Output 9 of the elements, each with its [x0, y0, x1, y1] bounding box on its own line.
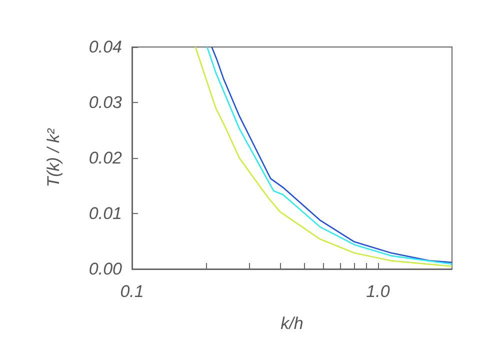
y-axis-title: T(k) / k²: [44, 127, 63, 188]
x-axis-title: k/h: [280, 314, 304, 333]
y-tick-label: 0.04: [88, 38, 122, 56]
y-tick-label: 0.00: [88, 260, 123, 278]
x-tick-label: 1.0: [366, 282, 390, 301]
y-tick-label: 0.02: [88, 148, 123, 168]
y-tick-label: 0.01: [88, 204, 122, 223]
y-tick-label: 0.03: [88, 93, 123, 112]
x-tick-label: 0.1: [120, 282, 144, 301]
